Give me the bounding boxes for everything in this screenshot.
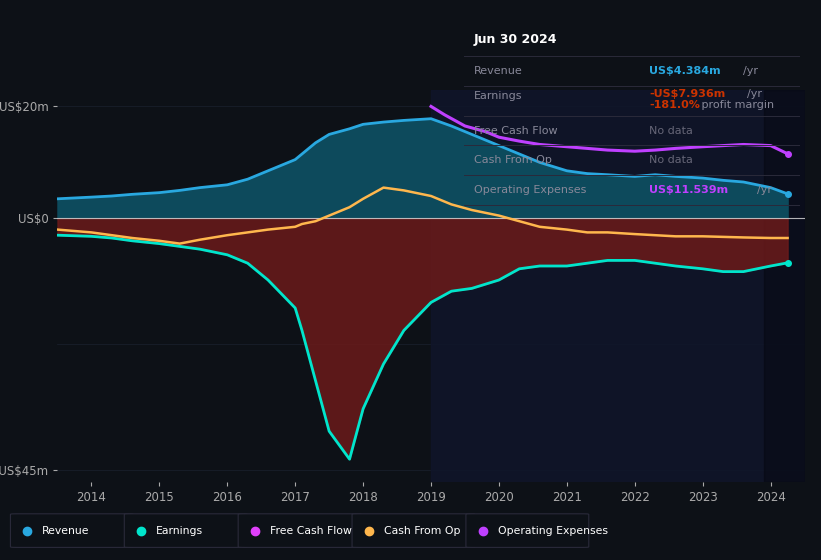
Text: /yr: /yr (746, 89, 762, 99)
Text: Operating Expenses: Operating Expenses (474, 185, 586, 195)
Text: /yr: /yr (757, 185, 772, 195)
FancyBboxPatch shape (352, 514, 475, 548)
Text: Cash From Op: Cash From Op (474, 155, 552, 165)
Text: Earnings: Earnings (156, 526, 203, 535)
Text: US$4.384m: US$4.384m (649, 66, 721, 76)
Text: Revenue: Revenue (42, 526, 89, 535)
Text: /yr: /yr (743, 66, 759, 76)
Text: -181.0%: -181.0% (649, 100, 699, 110)
FancyBboxPatch shape (11, 514, 133, 548)
Text: Cash From Op: Cash From Op (383, 526, 461, 535)
Text: Earnings: Earnings (474, 91, 522, 101)
Text: Free Cash Flow: Free Cash Flow (474, 125, 557, 136)
Text: -US$7.936m: -US$7.936m (649, 89, 725, 99)
Text: Free Cash Flow: Free Cash Flow (270, 526, 352, 535)
Text: Revenue: Revenue (474, 66, 523, 76)
Text: US$11.539m: US$11.539m (649, 185, 728, 195)
Text: No data: No data (649, 155, 693, 165)
Text: No data: No data (649, 125, 693, 136)
FancyBboxPatch shape (466, 514, 589, 548)
Text: Jun 30 2024: Jun 30 2024 (474, 32, 557, 45)
Text: Operating Expenses: Operating Expenses (498, 526, 608, 535)
Text: profit margin: profit margin (698, 100, 774, 110)
FancyBboxPatch shape (124, 514, 247, 548)
FancyBboxPatch shape (238, 514, 361, 548)
Bar (431, 90, 805, 482)
Bar (764, 90, 805, 482)
